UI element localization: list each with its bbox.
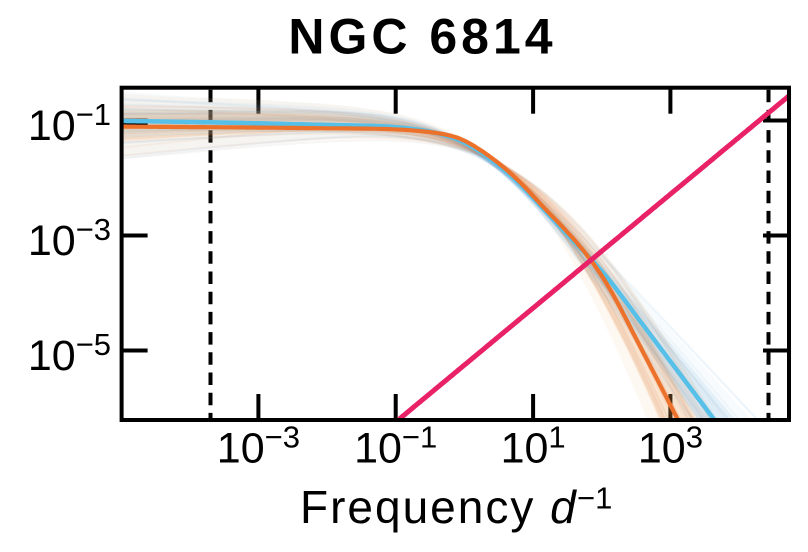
- svg-text:10: 10: [217, 425, 265, 473]
- svg-text:−1: −1: [577, 481, 612, 516]
- svg-text:10: 10: [28, 332, 76, 380]
- svg-text:−3: −3: [265, 419, 300, 454]
- svg-text:−1: −1: [402, 419, 437, 454]
- svg-text:−1: −1: [76, 97, 111, 132]
- svg-text:10: 10: [28, 217, 76, 265]
- svg-text:10: 10: [638, 425, 686, 473]
- svg-text:1: 1: [548, 419, 565, 454]
- svg-text:NGC 6814: NGC 6814: [288, 9, 556, 65]
- svg-text:Frequency d: Frequency d: [300, 481, 578, 533]
- svg-text:−3: −3: [76, 212, 111, 247]
- svg-text:10: 10: [501, 425, 549, 473]
- svg-text:−5: −5: [76, 327, 111, 362]
- svg-text:10: 10: [354, 425, 402, 473]
- svg-text:3: 3: [686, 419, 703, 454]
- svg-text:10: 10: [28, 102, 76, 150]
